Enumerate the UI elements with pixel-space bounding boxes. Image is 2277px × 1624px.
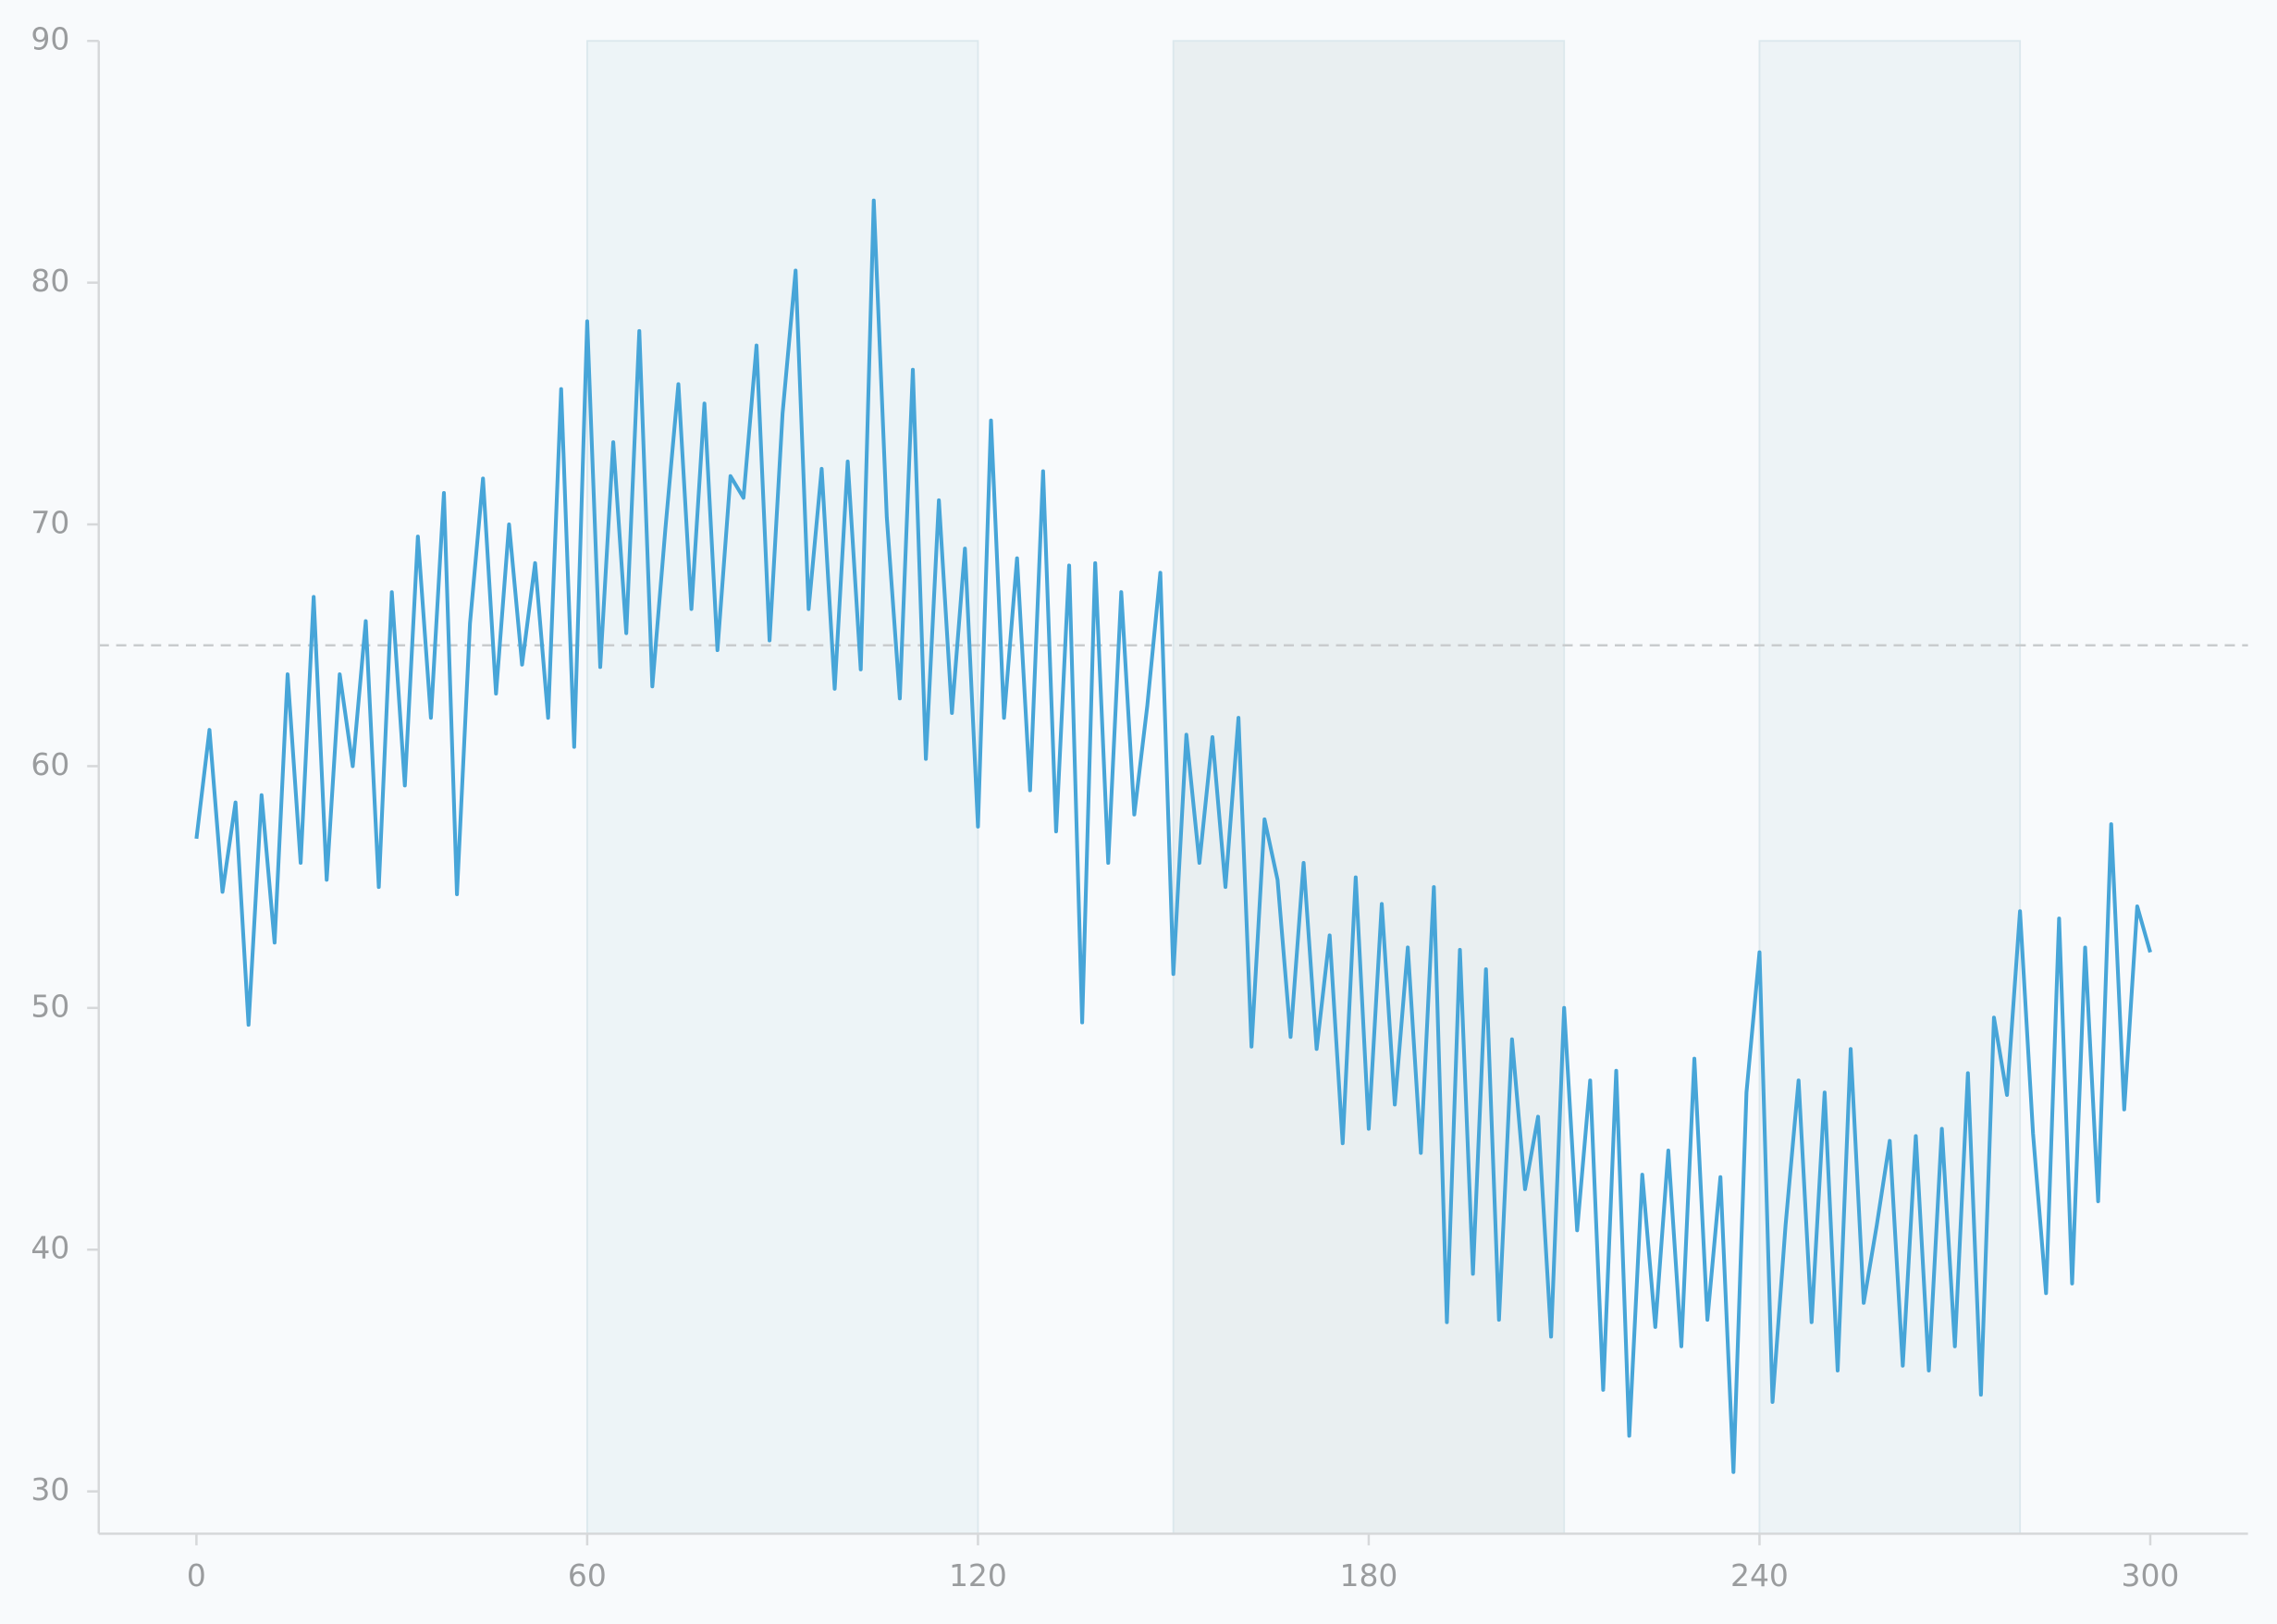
x-tick-label: 120 (949, 1557, 1007, 1593)
y-tick-label: 80 (31, 263, 69, 299)
y-tick-label: 40 (31, 1230, 69, 1266)
y-tick-label: 90 (31, 21, 69, 57)
x-tick-label: 300 (2121, 1557, 2179, 1593)
data-line (194, 198, 2152, 1474)
y-tick-label: 50 (31, 988, 69, 1024)
x-tick-label: 0 (187, 1557, 206, 1593)
y-tick-label: 30 (31, 1471, 69, 1507)
x-tick-label: 60 (568, 1557, 607, 1593)
y-tick-label: 60 (31, 746, 69, 782)
highlight-band (1758, 40, 2022, 1535)
x-tick-label: 240 (1730, 1557, 1789, 1593)
y-tick-label: 70 (31, 505, 69, 541)
x-tick-label: 180 (1339, 1557, 1397, 1593)
highlight-band (585, 40, 979, 1535)
